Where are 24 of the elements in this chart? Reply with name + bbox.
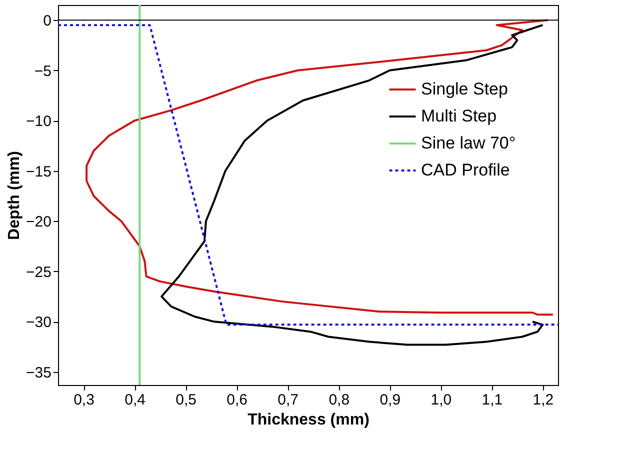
x-tick-label: 1,2 — [532, 392, 554, 408]
y-axis-title: Depth (mm) — [6, 151, 24, 240]
x-tick-label: 0,9 — [380, 392, 401, 408]
legend-label: Sine law 70° — [421, 134, 516, 152]
x-tick-label: 0,7 — [278, 392, 299, 408]
y-tick-label: −30 — [26, 314, 52, 332]
y-tick-label: −20 — [26, 214, 52, 231]
y-tick-label: −10 — [26, 113, 52, 130]
y-tick-label: −5 — [34, 62, 52, 80]
x-tick-label: 1,0 — [430, 392, 452, 408]
legend-label: CAD Profile — [421, 160, 510, 180]
y-tick-label: −35 — [26, 364, 52, 382]
y-tick-label: 0 — [43, 12, 52, 30]
y-tick-label: −15 — [26, 163, 52, 180]
x-tick-label: 0,6 — [226, 392, 248, 408]
x-axis-title: Thickness (mm) — [248, 412, 370, 428]
x-tick-label: 0,5 — [176, 392, 196, 408]
x-tick-label: 0,4 — [124, 392, 146, 408]
legend-label: Multi Step — [421, 106, 497, 126]
legend-label: Single Step — [421, 80, 508, 98]
x-tick-label: 0,8 — [328, 392, 350, 408]
x-tick-label: 1,1 — [482, 392, 503, 408]
y-tick-label: −25 — [26, 264, 52, 281]
x-tick-label: 0,3 — [74, 392, 94, 408]
